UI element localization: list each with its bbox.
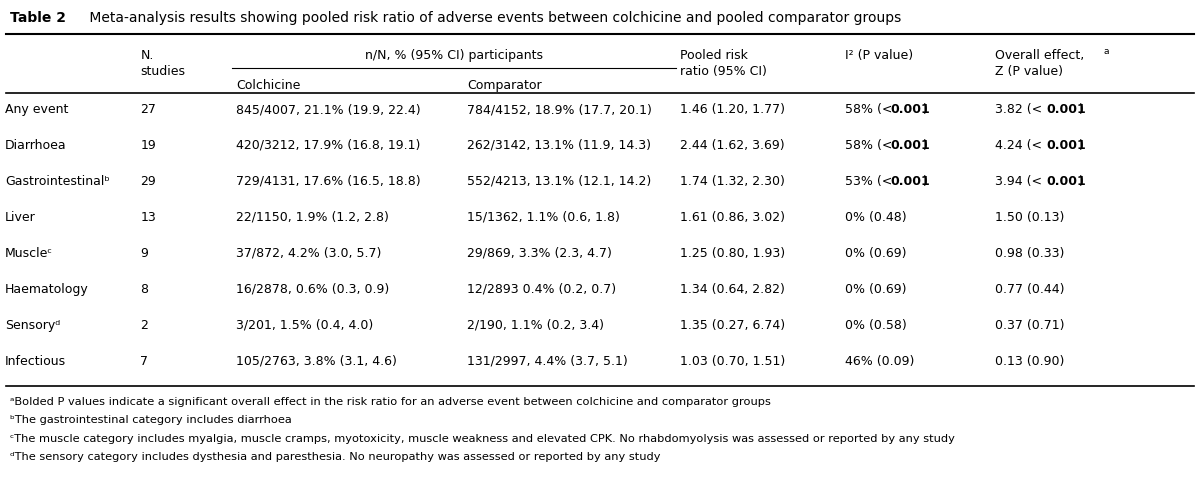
Text: 58% (<: 58% (< [845,139,896,152]
Text: 58% (<: 58% (< [845,103,896,116]
Text: 420/3212, 17.9% (16.8, 19.1): 420/3212, 17.9% (16.8, 19.1) [236,139,421,152]
Text: 27: 27 [140,103,156,116]
Text: Diarrhoea: Diarrhoea [5,139,66,152]
Text: ): ) [1079,175,1084,188]
Text: 131/2997, 4.4% (3.7, 5.1): 131/2997, 4.4% (3.7, 5.1) [467,355,628,368]
Text: Overall effect,
Z (P value): Overall effect, Z (P value) [995,49,1084,78]
Text: 0.001: 0.001 [1046,103,1086,116]
Text: 7: 7 [140,355,149,368]
Text: 22/1150, 1.9% (1.2, 2.8): 22/1150, 1.9% (1.2, 2.8) [236,211,389,224]
Text: 1.61 (0.86, 3.02): 1.61 (0.86, 3.02) [680,211,785,224]
Text: 1.34 (0.64, 2.82): 1.34 (0.64, 2.82) [680,283,785,296]
Text: 1.25 (0.80, 1.93): 1.25 (0.80, 1.93) [680,247,786,260]
Text: 4.24 (<: 4.24 (< [995,139,1046,152]
Text: 0.98 (0.33): 0.98 (0.33) [995,247,1064,260]
Text: Table 2: Table 2 [10,11,66,25]
Text: ): ) [923,175,928,188]
Text: 3.94 (<: 3.94 (< [995,175,1046,188]
Text: 0.13 (0.90): 0.13 (0.90) [995,355,1064,368]
Text: 0% (0.58): 0% (0.58) [845,319,906,332]
Text: 0% (0.69): 0% (0.69) [845,283,906,296]
Text: Sensoryᵈ: Sensoryᵈ [5,319,60,332]
Text: I² (P value): I² (P value) [845,49,913,62]
Text: 2/190, 1.1% (0.2, 3.4): 2/190, 1.1% (0.2, 3.4) [467,319,604,332]
Text: Comparator: Comparator [467,79,541,92]
Text: 0.001: 0.001 [890,175,930,188]
Text: 0.001: 0.001 [1046,175,1086,188]
Text: 46% (0.09): 46% (0.09) [845,355,914,368]
Text: 8: 8 [140,283,149,296]
Text: 12/2893 0.4% (0.2, 0.7): 12/2893 0.4% (0.2, 0.7) [467,283,616,296]
Text: ): ) [1079,103,1084,116]
Text: a: a [1104,47,1110,56]
Text: 0.37 (0.71): 0.37 (0.71) [995,319,1064,332]
Text: 3/201, 1.5% (0.4, 4.0): 3/201, 1.5% (0.4, 4.0) [236,319,373,332]
Text: 1.35 (0.27, 6.74): 1.35 (0.27, 6.74) [680,319,786,332]
Text: 15/1362, 1.1% (0.6, 1.8): 15/1362, 1.1% (0.6, 1.8) [467,211,619,224]
Text: 37/872, 4.2% (3.0, 5.7): 37/872, 4.2% (3.0, 5.7) [236,247,382,260]
Text: Pooled risk
ratio (95% CI): Pooled risk ratio (95% CI) [680,49,767,78]
Text: Liver: Liver [5,211,36,224]
Text: 784/4152, 18.9% (17.7, 20.1): 784/4152, 18.9% (17.7, 20.1) [467,103,652,116]
Text: Meta-analysis results showing pooled risk ratio of adverse events between colchi: Meta-analysis results showing pooled ris… [85,11,901,25]
Text: ᵇThe gastrointestinal category includes diarrhoea: ᵇThe gastrointestinal category includes … [10,415,292,425]
Text: 105/2763, 3.8% (3.1, 4.6): 105/2763, 3.8% (3.1, 4.6) [236,355,397,368]
Text: ᶜThe muscle category includes myalgia, muscle cramps, myotoxicity, muscle weakne: ᶜThe muscle category includes myalgia, m… [10,434,954,444]
Text: 1.46 (1.20, 1.77): 1.46 (1.20, 1.77) [680,103,785,116]
Text: ): ) [923,103,928,116]
Text: 0.001: 0.001 [890,103,930,116]
Text: 0.001: 0.001 [1046,139,1086,152]
Text: 0.77 (0.44): 0.77 (0.44) [995,283,1064,296]
Text: n/N, % (95% CI) participants: n/N, % (95% CI) participants [365,49,542,62]
Text: Haematology: Haematology [5,283,89,296]
Text: Any event: Any event [5,103,68,116]
Text: 53% (<: 53% (< [845,175,896,188]
Text: 29: 29 [140,175,156,188]
Text: 0% (0.48): 0% (0.48) [845,211,906,224]
Text: ᵃBolded P values indicate a significant overall effect in the risk ratio for an : ᵃBolded P values indicate a significant … [10,397,770,407]
Text: N.
studies: N. studies [140,49,186,78]
Text: Colchicine: Colchicine [236,79,301,92]
Text: 1.50 (0.13): 1.50 (0.13) [995,211,1064,224]
Text: 0.001: 0.001 [890,139,930,152]
Text: 9: 9 [140,247,149,260]
Text: 1.03 (0.70, 1.51): 1.03 (0.70, 1.51) [680,355,786,368]
Text: 19: 19 [140,139,156,152]
Text: 0% (0.69): 0% (0.69) [845,247,906,260]
Text: 13: 13 [140,211,156,224]
Text: Infectious: Infectious [5,355,66,368]
Text: ): ) [1079,139,1084,152]
Text: 29/869, 3.3% (2.3, 4.7): 29/869, 3.3% (2.3, 4.7) [467,247,612,260]
Text: 262/3142, 13.1% (11.9, 14.3): 262/3142, 13.1% (11.9, 14.3) [467,139,650,152]
Text: Gastrointestinalᵇ: Gastrointestinalᵇ [5,175,109,188]
Text: 845/4007, 21.1% (19.9, 22.4): 845/4007, 21.1% (19.9, 22.4) [236,103,421,116]
Text: Muscleᶜ: Muscleᶜ [5,247,53,260]
Text: ): ) [923,139,928,152]
Text: 552/4213, 13.1% (12.1, 14.2): 552/4213, 13.1% (12.1, 14.2) [467,175,652,188]
Text: 2: 2 [140,319,149,332]
Text: 1.74 (1.32, 2.30): 1.74 (1.32, 2.30) [680,175,785,188]
Text: 3.82 (<: 3.82 (< [995,103,1046,116]
Text: ᵈThe sensory category includes dysthesia and paresthesia. No neuropathy was asse: ᵈThe sensory category includes dysthesia… [10,452,660,462]
Text: 729/4131, 17.6% (16.5, 18.8): 729/4131, 17.6% (16.5, 18.8) [236,175,421,188]
Text: 2.44 (1.62, 3.69): 2.44 (1.62, 3.69) [680,139,785,152]
Text: 16/2878, 0.6% (0.3, 0.9): 16/2878, 0.6% (0.3, 0.9) [236,283,390,296]
